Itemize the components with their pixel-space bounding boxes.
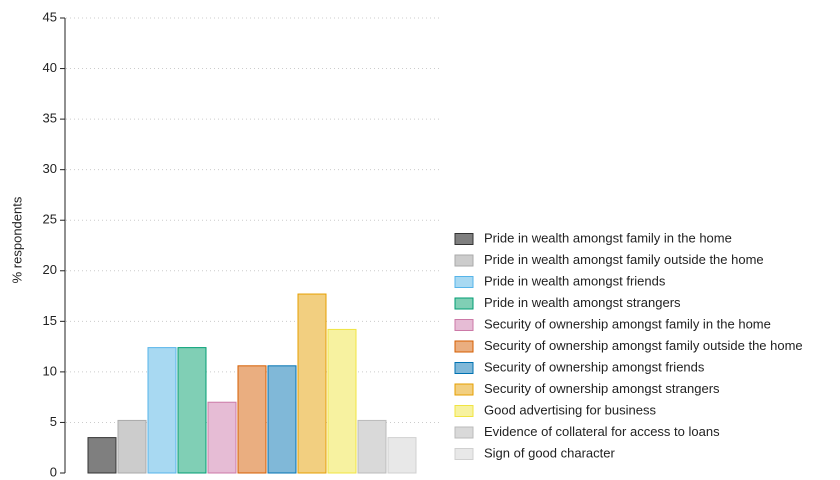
- y-tick-label: 25: [43, 212, 57, 227]
- bar: [237, 365, 267, 474]
- legend-label: Evidence of collateral for access to loa…: [484, 424, 720, 439]
- y-tick-label: 5: [50, 414, 57, 429]
- legend-swatch: [454, 426, 474, 439]
- y-tick-label: 15: [43, 313, 57, 328]
- legend-swatch: [454, 383, 474, 396]
- legend-swatch: [454, 276, 474, 288]
- bar: [387, 437, 417, 474]
- bar: [207, 401, 237, 474]
- legend-label: Sign of good character: [484, 445, 615, 460]
- y-tick-label: 0: [50, 464, 57, 479]
- legend-swatch: [454, 448, 474, 460]
- legend-swatch: [454, 319, 474, 331]
- legend-swatch: [454, 362, 474, 374]
- legend-swatch: [454, 254, 474, 267]
- legend-label: Security of ownership amongst friends: [484, 359, 705, 374]
- y-tick-label: 30: [43, 161, 57, 176]
- legend-label: Pride in wealth amongst family in the ho…: [484, 230, 732, 245]
- bar: [267, 365, 297, 474]
- legend-label: Good advertising for business: [484, 402, 656, 417]
- bar: [357, 419, 387, 474]
- legend-label: Security of ownership amongst family in …: [484, 316, 771, 331]
- legend-label: Security of ownership amongst family out…: [484, 338, 803, 353]
- y-tick-label: 10: [43, 363, 57, 378]
- bar: [327, 328, 357, 474]
- legend-swatch: [454, 340, 474, 353]
- bar: [147, 347, 177, 474]
- legend-swatch: [454, 405, 474, 417]
- bar: [177, 347, 207, 474]
- legend-label: Pride in wealth amongst friends: [484, 273, 666, 288]
- y-axis-label: % respondents: [9, 196, 24, 283]
- legend-label: Pride in wealth amongst family outside t…: [484, 252, 764, 267]
- y-tick-label: 45: [43, 9, 57, 24]
- bar: [297, 293, 327, 474]
- legend-swatch: [454, 233, 474, 245]
- legend-label: Security of ownership amongst strangers: [484, 381, 720, 396]
- bar: [117, 419, 147, 474]
- legend-swatch: [454, 297, 474, 310]
- bar: [87, 437, 117, 474]
- y-tick-label: 35: [43, 111, 57, 126]
- y-tick-label: 20: [43, 262, 57, 277]
- y-tick-label: 40: [43, 60, 57, 75]
- legend-label: Pride in wealth amongst strangers: [484, 295, 681, 310]
